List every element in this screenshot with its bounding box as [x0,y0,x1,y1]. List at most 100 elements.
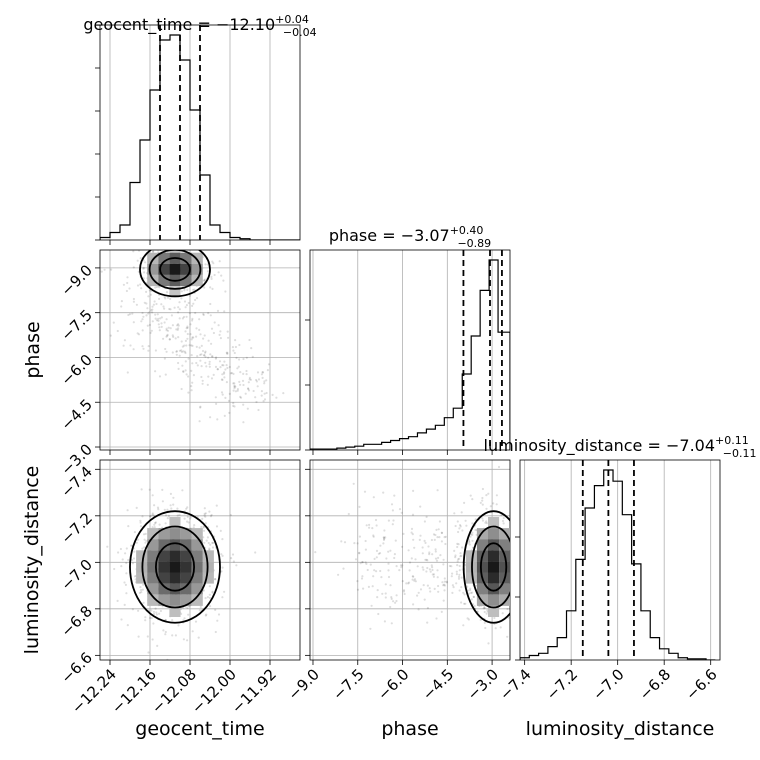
scatter-point [474,528,477,532]
scatter-point [185,507,188,510]
luminosity-distance-hist-title-equals: = [642,436,666,455]
scatter-point [484,521,487,524]
scatter-point [202,354,206,357]
scatter-point [452,586,455,589]
scatter-point [165,514,168,517]
scatter-point [146,324,149,327]
scatter-point [126,509,129,512]
scatter-point [450,575,453,578]
scatter-point [208,360,211,363]
scatter-point [195,361,198,365]
density-cell [169,550,181,562]
scatter-point [225,364,228,367]
scatter-point [430,564,433,567]
scatter-point [120,305,123,308]
scatter-point [199,359,202,362]
scatter-point [143,538,146,541]
scatter-point [391,523,394,526]
scatter-point [163,295,166,298]
scatter-point [442,563,445,566]
scatter-point [473,604,476,608]
scatter-point [441,581,444,584]
scatter-point [117,551,120,554]
scatter-point [248,376,251,379]
scatter-point [425,515,428,519]
scatter-point [438,520,441,523]
scatter-point [215,356,218,359]
scatter-point [172,496,175,499]
scatter-point [368,526,371,529]
scatter-point [233,382,236,385]
scatter-point [525,571,527,573]
scatter-point [142,266,145,269]
scatter-point [421,552,424,555]
scatter-point [247,381,250,384]
scatter-point [189,323,192,326]
scatter-point [435,617,438,620]
scatter-point [198,346,201,349]
scatter-point [516,586,518,588]
scatter-point [443,580,446,583]
scatter-point [509,609,510,611]
scatter-point [202,526,205,529]
scatter-point [144,532,147,536]
density-cell [180,539,192,551]
scatter-point [229,514,232,517]
scatter-point [178,317,181,320]
scatter-point [203,279,206,282]
density-cell [169,263,181,275]
scatter-point [407,581,411,584]
scatter-point [485,522,488,525]
scatter-point [394,601,397,604]
scatter-point [393,553,396,556]
scatter-point [218,260,221,263]
x-tick-label: −6.8 [636,665,674,703]
density-cell [180,561,192,573]
scatter-point [358,551,361,554]
scatter-point [464,602,467,605]
scatter-point [380,576,383,579]
scatter-point [390,596,393,599]
scatter-point [502,522,505,525]
scatter-point [495,494,498,497]
scatter-point [360,577,364,580]
density-cell [191,263,203,275]
scatter-point [260,394,263,397]
scatter-point [159,609,162,613]
scatter-point [192,235,194,237]
scatter-point [367,585,370,589]
scatter-point [434,550,437,553]
scatter-point [219,529,222,533]
scatter-point [159,317,162,320]
scatter-point [209,302,212,306]
scatter-point [210,513,213,517]
density-cell [147,561,159,573]
scatter-point [465,524,468,527]
scatter-point [392,600,395,603]
scatter-point [460,586,463,589]
scatter-point [437,556,440,560]
scatter-point [469,589,472,592]
scatter-point [411,575,414,578]
scatter-point [412,489,415,492]
x-axis-label-luminosity-distance: luminosity_distance [526,718,715,740]
scatter-point [203,286,206,289]
scatter-point [442,584,445,587]
scatter-point [432,533,436,536]
phase-hist-group [310,250,510,450]
scatter-point [371,527,374,530]
scatter-point [133,550,136,553]
scatter-point [442,558,445,561]
scatter-point [434,548,437,551]
scatter-point [181,345,184,348]
scatter-point [205,539,208,542]
scatter-point [361,575,364,578]
scatter-point [314,551,317,554]
scatter-point [456,564,459,567]
scatter-point [149,515,152,518]
scatter-point [138,250,141,252]
scatter-point [481,496,484,500]
scatter-point [376,589,379,592]
scatter-point [521,570,523,572]
scatter-point [203,334,206,337]
